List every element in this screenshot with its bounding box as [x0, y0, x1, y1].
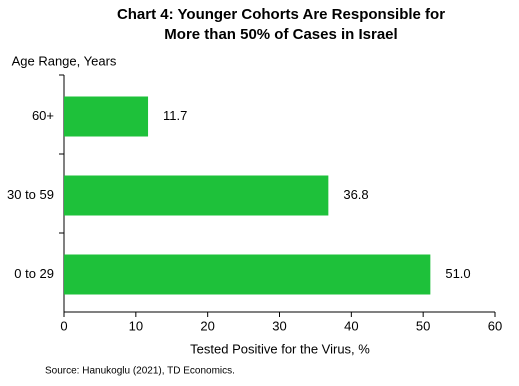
bar — [64, 96, 149, 137]
x-tick-label: 60 — [488, 318, 502, 333]
value-label: 36.8 — [343, 187, 368, 202]
x-axis-label: Tested Positive for the Virus, % — [190, 341, 370, 356]
y-tick-label: 0 to 29 — [14, 266, 54, 281]
x-tick-label: 40 — [344, 318, 358, 333]
x-tick-label: 50 — [416, 318, 430, 333]
x-tick-label: 10 — [129, 318, 143, 333]
bar — [64, 254, 431, 295]
chart-title: Chart 4: Younger Cohorts Are Responsible… — [117, 6, 445, 23]
y-axis-label: Age Range, Years — [12, 53, 117, 68]
x-tick-label: 0 — [60, 318, 67, 333]
chart-title: More than 50% of Cases in Israel — [164, 26, 397, 43]
value-label: 11.7 — [163, 108, 187, 123]
y-tick-label: 30 to 59 — [7, 187, 54, 202]
value-label: 51.0 — [445, 266, 470, 281]
source: Source: Hanukoglu (2021), TD Economics. — [45, 366, 235, 377]
y-tick-label: 60+ — [32, 108, 54, 123]
bar — [64, 175, 329, 216]
x-tick-label: 20 — [200, 318, 214, 333]
x-tick-label: 30 — [272, 318, 286, 333]
